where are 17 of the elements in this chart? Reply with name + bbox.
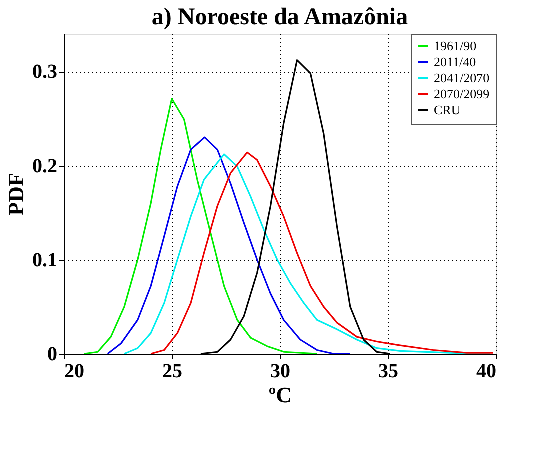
x-tick-label: 25 <box>162 360 182 382</box>
y-tick-label: 0 <box>48 344 58 366</box>
y-tick-label: 0.3 <box>32 61 58 84</box>
legend-label: CRU <box>434 102 462 118</box>
chart-title: a) Noroeste da Amazônia <box>152 4 408 30</box>
x-tick-label: 30 <box>270 360 290 382</box>
y-tick-label: 0.2 <box>32 155 58 178</box>
legend-label: 2070/2099 <box>434 86 490 102</box>
x-tick-label: 40 <box>476 360 496 382</box>
x-axis-title: ºC <box>268 382 292 408</box>
legend-label: 2011/40 <box>434 54 476 70</box>
x-tick-label: 35 <box>378 360 398 382</box>
legend-label: 2041/2070 <box>434 70 490 86</box>
x-tick-label: 20 <box>64 360 84 382</box>
y-axis-title: PDF <box>4 173 28 216</box>
legend-label: 1961/90 <box>434 38 477 54</box>
y-tick-label: 0.1 <box>32 249 58 272</box>
